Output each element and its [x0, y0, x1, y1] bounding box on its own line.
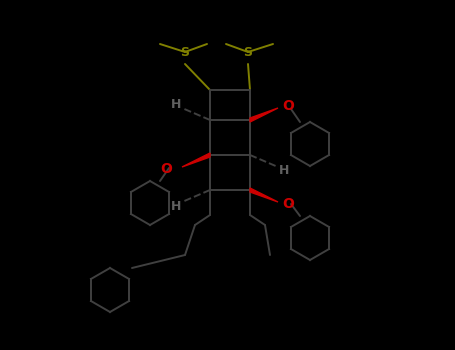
Text: H: H	[279, 164, 289, 177]
Polygon shape	[250, 108, 278, 122]
Text: H: H	[171, 199, 181, 212]
Polygon shape	[182, 153, 210, 167]
Text: S: S	[181, 46, 189, 58]
Text: S: S	[243, 46, 253, 58]
Polygon shape	[250, 188, 278, 202]
Text: H: H	[171, 98, 181, 111]
Text: O: O	[282, 99, 294, 113]
Text: O: O	[282, 197, 294, 211]
Text: O: O	[160, 162, 172, 176]
